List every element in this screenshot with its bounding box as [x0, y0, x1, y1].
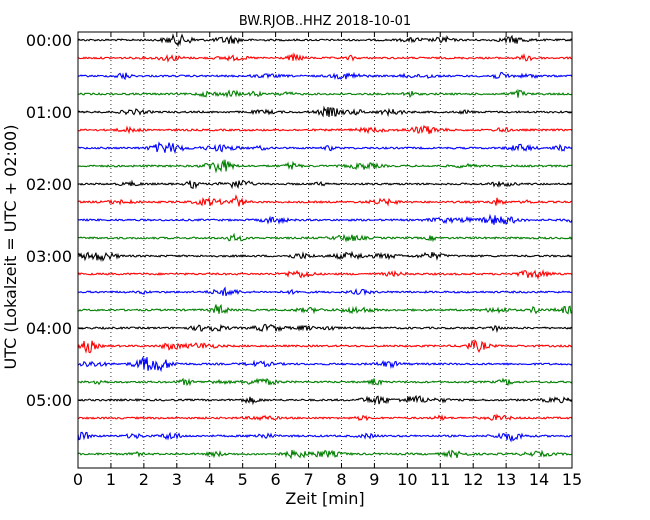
- trace-row: [77, 88, 573, 99]
- trace-row: [77, 377, 573, 387]
- trace-row: [77, 213, 573, 225]
- plot-frame: [77, 31, 573, 469]
- y-hour-label: 01:00: [26, 103, 72, 122]
- x-tick-label: 15: [562, 470, 582, 489]
- y-hour-label: 04:00: [26, 319, 72, 338]
- trace-row: [77, 105, 573, 118]
- y-axis-label: UTC (Lokalzeit = UTC + 02:00): [1, 125, 20, 370]
- trace-row: [77, 413, 573, 422]
- trace-layer: [77, 33, 573, 460]
- trace-row: [77, 194, 573, 207]
- x-tick-label: 3: [172, 470, 182, 489]
- y-hour-label: 05:00: [26, 391, 72, 410]
- trace-row: [77, 232, 573, 243]
- x-tick-label: 1: [106, 470, 116, 489]
- trace-row: [77, 339, 573, 354]
- y-axis-ticks: 00:00 01:00 02:00 03:00 04:00 05:00: [26, 31, 572, 410]
- y-hour-label: 03:00: [26, 247, 72, 266]
- trace-row: [77, 268, 573, 281]
- trace-row: [77, 159, 573, 174]
- trace-row: [77, 449, 573, 460]
- x-tick-label: 12: [463, 470, 483, 489]
- chart-title: BW.RJOB..HHZ 2018-10-01: [239, 14, 411, 29]
- x-axis-ticks: 0 1 2 3 4 5 6 7 8 9 10 11 12 13 14 15: [73, 32, 582, 489]
- x-tick-label: 13: [496, 470, 516, 489]
- trace-row: [77, 141, 573, 155]
- trace-row: [77, 355, 573, 373]
- x-tick-label: 2: [139, 470, 149, 489]
- y-hour-label: 02:00: [26, 175, 72, 194]
- trace-row: [77, 124, 573, 135]
- trace-row: [77, 71, 573, 81]
- trace-row: [77, 52, 573, 63]
- x-tick-label: 8: [336, 470, 346, 489]
- x-tick-label: 6: [271, 470, 281, 489]
- x-axis-label: Zeit [min]: [285, 489, 364, 508]
- x-tick-label: 0: [73, 470, 83, 489]
- grid-lines: [110, 32, 540, 468]
- x-tick-label: 10: [397, 470, 417, 489]
- trace-row: [77, 303, 573, 315]
- trace-row: [77, 323, 573, 334]
- x-tick-label: 7: [303, 470, 313, 489]
- trace-row: [77, 250, 573, 263]
- x-tick-label: 14: [529, 470, 549, 489]
- trace-row: [77, 286, 573, 297]
- trace-row: [77, 33, 573, 48]
- trace-row: [77, 431, 573, 443]
- x-tick-label: 4: [205, 470, 215, 489]
- trace-row: [77, 179, 573, 190]
- x-tick-label: 11: [430, 470, 450, 489]
- trace-row: [77, 394, 573, 406]
- x-tick-label: 5: [238, 470, 248, 489]
- y-hour-label: 00:00: [26, 31, 72, 50]
- x-tick-label: 9: [369, 470, 379, 489]
